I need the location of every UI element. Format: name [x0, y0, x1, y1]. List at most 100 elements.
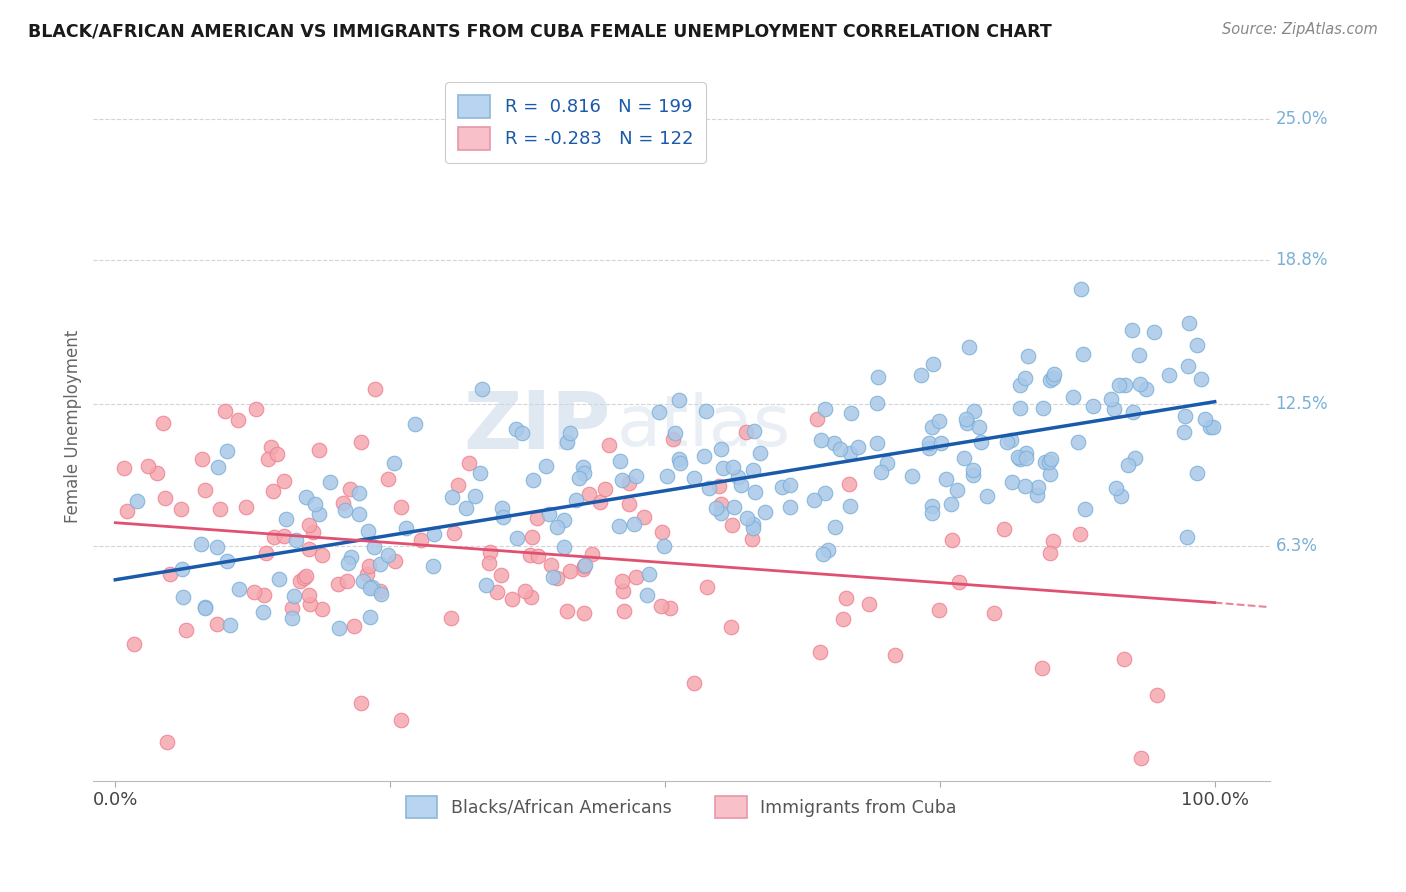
Point	[572, 606, 595, 620]
Point	[581, 548, 603, 562]
Point	[368, 584, 391, 599]
Point	[956, 416, 979, 430]
Point	[546, 571, 568, 585]
Point	[1123, 450, 1146, 465]
Point	[884, 648, 907, 662]
Point	[1099, 392, 1122, 406]
Point	[302, 524, 325, 539]
Point	[422, 526, 444, 541]
Point	[830, 442, 852, 456]
Point	[1074, 502, 1097, 516]
Point	[711, 461, 734, 475]
Point	[304, 497, 326, 511]
Point	[846, 440, 869, 454]
Point	[1038, 455, 1060, 469]
Point	[253, 588, 276, 602]
Point	[1104, 401, 1126, 416]
Point	[710, 506, 733, 520]
Point	[588, 495, 610, 509]
Point	[593, 483, 616, 497]
Point	[491, 509, 513, 524]
Point	[1129, 751, 1152, 765]
Text: 12.5%: 12.5%	[1275, 395, 1329, 413]
Point	[572, 558, 595, 573]
Point	[650, 599, 672, 613]
Point	[659, 601, 682, 615]
Point	[1070, 282, 1092, 296]
Point	[946, 483, 969, 498]
Point	[1017, 350, 1039, 364]
Legend: Blacks/African Americans, Immigrants from Cuba: Blacks/African Americans, Immigrants fro…	[399, 789, 965, 825]
Point	[921, 507, 943, 521]
Point	[839, 500, 862, 514]
Point	[555, 434, 578, 449]
Point	[359, 609, 381, 624]
Point	[572, 467, 595, 481]
Point	[723, 460, 745, 475]
Point	[347, 507, 370, 521]
Point	[1194, 412, 1216, 426]
Point	[319, 475, 342, 489]
Point	[918, 436, 941, 450]
Point	[609, 518, 631, 533]
Point	[935, 472, 957, 486]
Point	[471, 382, 494, 396]
Point	[553, 540, 575, 554]
Point	[824, 519, 846, 533]
Point	[308, 507, 330, 521]
Point	[695, 404, 717, 418]
Point	[742, 425, 765, 439]
Point	[470, 466, 492, 480]
Point	[292, 571, 315, 585]
Point	[810, 433, 832, 447]
Point	[1031, 661, 1053, 675]
Point	[1175, 530, 1198, 544]
Point	[901, 469, 924, 483]
Point	[803, 493, 825, 508]
Point	[298, 597, 321, 611]
Point	[723, 500, 745, 514]
Point	[1178, 317, 1201, 331]
Point	[219, 618, 242, 632]
Point	[337, 556, 360, 570]
Point	[693, 449, 716, 463]
Point	[458, 456, 481, 470]
Point	[370, 587, 392, 601]
Point	[742, 521, 765, 535]
Point	[647, 405, 669, 419]
Point	[806, 412, 828, 426]
Point	[598, 437, 620, 451]
Point	[526, 510, 548, 524]
Point	[609, 454, 631, 468]
Point	[217, 444, 239, 458]
Point	[207, 459, 229, 474]
Point	[122, 637, 145, 651]
Point	[377, 472, 399, 486]
Point	[245, 402, 267, 417]
Point	[720, 620, 742, 634]
Point	[921, 499, 943, 513]
Point	[281, 611, 304, 625]
Point	[1129, 377, 1152, 392]
Point	[534, 459, 557, 474]
Point	[1157, 368, 1180, 382]
Point	[191, 452, 214, 467]
Point	[574, 558, 596, 573]
Point	[1173, 425, 1195, 440]
Point	[636, 588, 658, 602]
Point	[308, 442, 330, 457]
Point	[1142, 326, 1164, 340]
Point	[866, 370, 889, 384]
Point	[866, 396, 889, 410]
Point	[1104, 481, 1126, 495]
Point	[464, 489, 486, 503]
Point	[359, 582, 381, 596]
Point	[823, 436, 845, 450]
Point	[115, 504, 138, 518]
Point	[404, 417, 426, 431]
Point	[817, 543, 839, 558]
Point	[356, 567, 378, 582]
Point	[1112, 652, 1135, 666]
Point	[1199, 420, 1222, 434]
Point	[571, 459, 593, 474]
